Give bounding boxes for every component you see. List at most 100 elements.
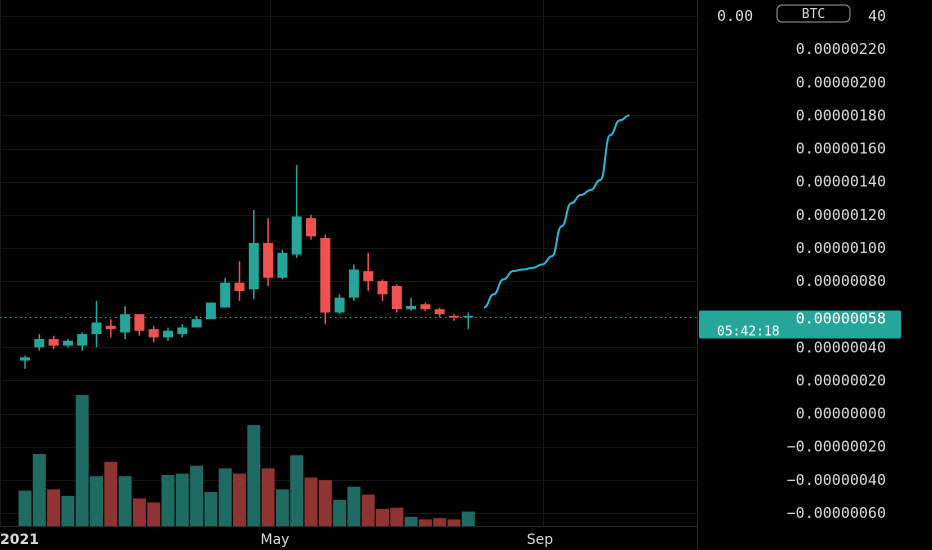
candle [263, 218, 274, 287]
volume-bar [247, 425, 261, 526]
candles [20, 165, 474, 369]
candle [291, 165, 302, 258]
candle-body [348, 269, 359, 298]
candle [391, 284, 402, 313]
candle [277, 249, 288, 280]
candle-body [420, 304, 431, 310]
volume-bar [290, 455, 304, 526]
candle [163, 327, 173, 341]
candle-body [20, 357, 30, 361]
volume-bar [47, 489, 61, 526]
y-tick-label: 0.00000040 [796, 338, 886, 356]
grid-lines [0, 0, 698, 550]
candle-body [163, 330, 173, 338]
y-tick-label: −0.00000020 [787, 438, 886, 456]
volume-bar [204, 491, 218, 526]
volume-bar [304, 477, 318, 526]
candle [120, 305, 131, 340]
countdown-timer: 05:42:18 [717, 325, 780, 340]
y-tick-label: 0.00000160 [796, 140, 886, 158]
y-tick-label-top-right: 40 [868, 7, 886, 25]
candle-body [277, 252, 288, 278]
y-tick-label: 0.00000020 [796, 371, 886, 389]
overlay-labels: BTC 0.00000058 05:42:18 [699, 4, 901, 340]
currency-badge-frame [776, 4, 851, 23]
y-tick-label: 0.00000080 [796, 272, 886, 290]
candle-body [463, 315, 474, 318]
candle [34, 334, 45, 351]
y-tick-label: 0.00000140 [796, 173, 886, 191]
volume-bar [433, 518, 447, 526]
candle-body [449, 315, 459, 318]
volume-bar [418, 519, 432, 526]
volume-bar [190, 465, 204, 526]
candle [234, 261, 245, 301]
volume-bar [347, 486, 361, 526]
volume-bar [175, 473, 189, 526]
candle-body [334, 297, 345, 313]
candle-body [120, 314, 131, 333]
candle-body [48, 339, 59, 346]
volume-bar [361, 494, 375, 526]
volume-bar [90, 476, 103, 526]
volume-bar [275, 489, 289, 526]
candle-body [263, 242, 274, 278]
candle [377, 279, 388, 301]
y-tick-label: 0.00000200 [796, 73, 886, 91]
candle [134, 314, 145, 336]
candle-body [205, 302, 216, 320]
candle [105, 319, 116, 338]
volume-bar [132, 498, 146, 526]
candle [91, 300, 102, 348]
volume-bar [318, 480, 332, 526]
candle [306, 214, 316, 240]
volume-bar [161, 474, 175, 526]
candle [205, 302, 216, 320]
candle-body [377, 281, 388, 295]
candle [320, 234, 331, 325]
candle-body [291, 216, 302, 255]
candle-body [434, 309, 445, 315]
candle [449, 314, 459, 321]
y-tick-label: 0.00000000 [796, 405, 886, 423]
y-tick-label: 0.00000100 [796, 239, 886, 257]
candle [348, 264, 359, 301]
y-tick-label: 0.00000220 [796, 40, 886, 58]
volume-bar [104, 461, 118, 526]
candle-body [220, 282, 231, 308]
currency-badge[interactable]: BTC [776, 4, 851, 23]
candle [20, 355, 30, 369]
candle-body [406, 305, 417, 310]
last-price-value: 0.00000058 [796, 310, 886, 328]
volume-bar [147, 502, 161, 526]
candle-body [77, 334, 88, 346]
volume-bar [233, 473, 246, 526]
candle-body [363, 271, 374, 282]
candle [191, 315, 202, 328]
candle [62, 339, 73, 348]
candle-body [320, 237, 331, 313]
last-price-label: 0.00000058 05:42:18 [699, 310, 901, 340]
candle [463, 312, 474, 330]
candle [220, 277, 231, 308]
y-tick-label-top-left: 0.00 [717, 7, 753, 25]
price-axis[interactable]: 0.00000220 0.00000200 0.00000180 0.00000160… [717, 7, 886, 522]
candle-body [191, 319, 202, 328]
volume-bar [261, 468, 275, 526]
candle-body [34, 339, 45, 348]
candle [248, 209, 259, 300]
volume-bar [18, 490, 32, 526]
candle-body [306, 218, 316, 237]
candle [363, 252, 374, 292]
candle [177, 324, 188, 338]
volume-bars [18, 395, 475, 526]
candle [420, 302, 431, 311]
x-tick-label: May [261, 532, 290, 548]
volume-bar [376, 508, 389, 526]
currency-badge-label: BTC [802, 7, 825, 22]
volume-bar [390, 507, 404, 526]
candle-body [248, 242, 259, 290]
time-axis[interactable]: 2021 May Sep [0, 532, 553, 548]
x-tick-label: Sep [527, 532, 554, 548]
